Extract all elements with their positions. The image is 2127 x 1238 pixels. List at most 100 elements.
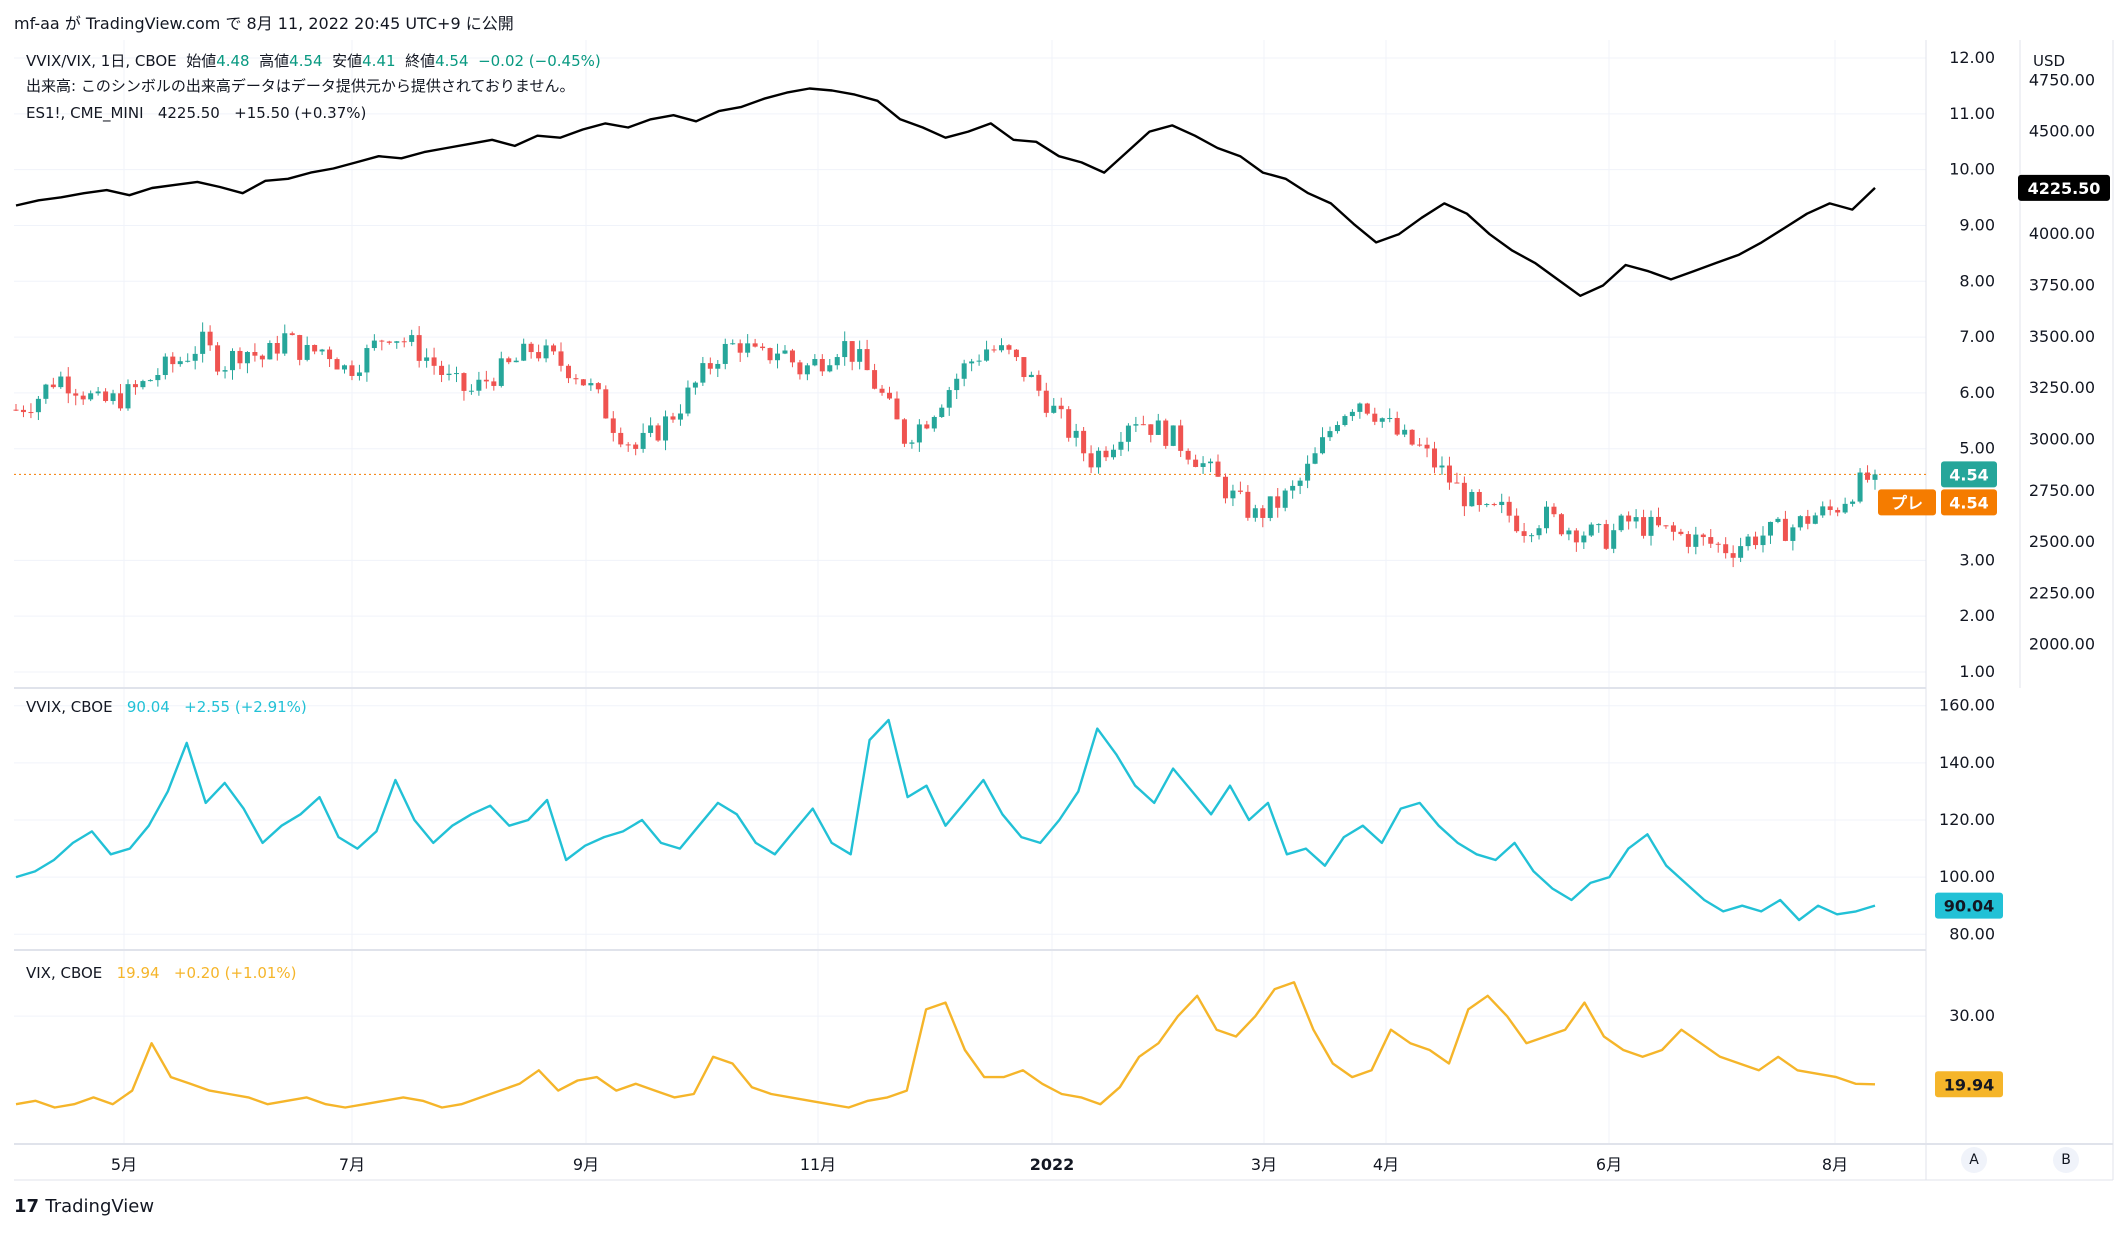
pre-label-badge: プレ: [1891, 493, 1923, 512]
y-tick-label: 2.00: [1959, 606, 1995, 625]
volume-note: 出来高: このシンボルの出来高データはデータ提供元から提供されておりません。: [26, 77, 575, 95]
y-tick-label: 8.00: [1959, 271, 1995, 290]
es-change: +15.50 (+0.37%): [234, 104, 367, 122]
candle-body: [177, 361, 183, 365]
candle-body: [215, 345, 221, 372]
candle-body: [1700, 534, 1706, 538]
x-tick-label: 9月: [573, 1155, 599, 1174]
candle-body: [1685, 534, 1691, 547]
candle-body: [222, 370, 228, 372]
candle-body: [849, 341, 855, 362]
vix-price-badge-bg: [1935, 1071, 2003, 1098]
candle-body: [707, 363, 713, 369]
candle-body: [1342, 416, 1348, 426]
candle-body: [655, 425, 661, 441]
x-tick-label: 7月: [339, 1155, 365, 1174]
candle-body: [1596, 524, 1602, 526]
candle-body: [356, 372, 362, 376]
candle-body: [924, 424, 930, 429]
auto-scale-button[interactable]: A: [1961, 1147, 1987, 1173]
candle-body: [453, 373, 459, 375]
candle-body: [603, 389, 609, 419]
y-tick-label: 12.00: [1949, 48, 1995, 67]
candle-body: [648, 425, 654, 433]
candle-body: [1125, 425, 1131, 442]
candle-body: [565, 365, 571, 379]
main-legend[interactable]: VVIX/VIX, 1日, CBOE 始値4.48 高値4.54 安値4.41 …: [26, 50, 601, 72]
vvix-change: +2.55 (+2.91%): [184, 698, 307, 716]
pre-price-badge-bg: [1941, 489, 1997, 516]
x-tick-label: 5月: [111, 1155, 137, 1174]
candle-body: [1476, 491, 1482, 506]
candle-body: [976, 360, 982, 362]
pane-separators: [14, 40, 2114, 1181]
candle-body: [901, 419, 907, 444]
vvix-axis-label: 100.00: [1939, 867, 1995, 886]
candle-body: [551, 345, 557, 352]
candle-body: [1544, 506, 1550, 529]
candle-body: [1103, 450, 1109, 458]
es-axis-label: 3750.00: [2029, 276, 2095, 295]
candle-body: [468, 390, 474, 392]
vvix-axis-label: 120.00: [1939, 810, 1995, 829]
candle-body: [558, 351, 564, 366]
es-symbol[interactable]: ES1!, CME_MINI: [26, 104, 144, 122]
candle-body: [237, 350, 243, 364]
candle-body: [640, 432, 646, 449]
vvix-legend[interactable]: VVIX, CBOE 90.04 +2.55 (+2.91%): [26, 696, 307, 718]
candle-body: [170, 356, 176, 365]
vix-legend[interactable]: VIX, CBOE 19.94 +0.20 (+1.01%): [26, 962, 297, 984]
candle-body: [140, 381, 146, 388]
candle-body: [804, 365, 810, 375]
candle-body: [50, 384, 56, 388]
candle-body: [1655, 516, 1661, 526]
candle-body: [1678, 531, 1684, 535]
last-price-badge-bg: [1941, 461, 1997, 488]
candle-body: [528, 343, 534, 353]
candle-body: [1290, 485, 1296, 491]
candle-body: [1133, 424, 1139, 426]
b-button[interactable]: B: [2053, 1147, 2079, 1173]
candle-body: [476, 379, 482, 391]
candle-body: [1148, 424, 1154, 435]
candle-body: [1536, 528, 1542, 536]
tv-logo-icon: 𝟭𝟳: [14, 1196, 40, 1217]
published-header: mf-aa が TradingView.com で 8月 11, 2022 20…: [14, 14, 514, 33]
candle-body: [663, 416, 669, 441]
candle-body: [416, 335, 422, 361]
candle-body: [1260, 508, 1266, 518]
es-axis-label: 2500.00: [2029, 532, 2095, 551]
candle-body: [1745, 536, 1751, 547]
candle-body: [1633, 517, 1639, 522]
candle-body: [1872, 474, 1878, 480]
candle-body: [700, 363, 706, 383]
candle-body: [319, 349, 325, 352]
y-tick-label: 10.00: [1949, 160, 1995, 179]
candle-body: [95, 391, 101, 394]
candle-body: [1021, 357, 1027, 378]
vvix-symbol[interactable]: VVIX, CBOE: [26, 698, 113, 716]
candle-body: [842, 341, 848, 358]
es-legend[interactable]: ES1!, CME_MINI 4225.50 +15.50 (+0.37%): [26, 102, 366, 124]
main-symbol[interactable]: VVIX/VIX, 1日, CBOE: [26, 52, 177, 70]
candle-body: [312, 344, 318, 352]
vix-symbol[interactable]: VIX, CBOE: [26, 964, 103, 982]
candle-body: [1641, 517, 1647, 536]
candle-body: [1394, 417, 1400, 435]
candle-body: [1618, 515, 1624, 531]
candle-body: [28, 412, 34, 414]
candle-body: [521, 343, 527, 361]
candle-body: [1708, 537, 1714, 544]
candle-body: [1797, 516, 1803, 528]
tradingview-logo[interactable]: 𝟭𝟳 TradingView: [14, 1196, 154, 1217]
candle-body: [267, 343, 273, 360]
candle-body: [1663, 525, 1669, 527]
candle-body: [1842, 503, 1848, 513]
x-tick-label: 3月: [1251, 1155, 1277, 1174]
candle-body: [722, 343, 728, 364]
x-tick-label: 8月: [1822, 1155, 1848, 1174]
candle-body: [775, 353, 781, 361]
candle-body: [1178, 425, 1184, 451]
